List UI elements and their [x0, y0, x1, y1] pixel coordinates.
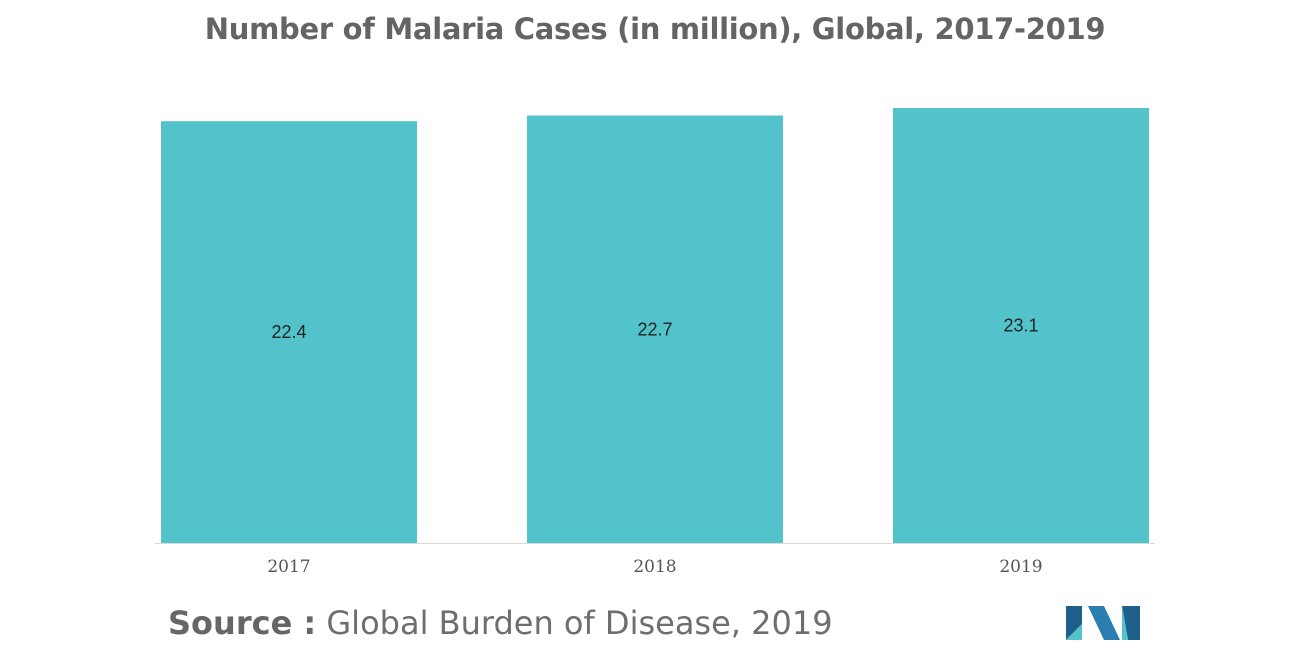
x-tick-label-2019: 2019: [999, 557, 1042, 577]
chart-title: Number of Malaria Cases (in million), Gl…: [204, 12, 1106, 46]
bar-chart: 22.4 22.7 23.1 2017 2018 2019: [155, 108, 1155, 577]
source-text: Global Burden of Disease, 2019: [326, 604, 833, 642]
bars-group: [161, 108, 1149, 543]
bar-2018: [527, 115, 783, 543]
bar-2019: [893, 108, 1149, 543]
data-label-2017: 22.4: [271, 322, 306, 342]
data-label-2019: 23.1: [1003, 316, 1038, 336]
data-labels-group: 22.4 22.7 23.1: [271, 316, 1038, 343]
x-tick-label-2017: 2017: [267, 557, 310, 577]
data-label-2018: 22.7: [637, 319, 672, 339]
source-label: Source :: [168, 604, 317, 642]
logo-left-shape: [1066, 606, 1082, 640]
bar-2017: [161, 121, 417, 543]
logo-middle-shape: [1088, 606, 1120, 640]
logo-left-accent: [1066, 624, 1082, 640]
source-note: Source : Global Burden of Disease, 2019: [168, 604, 833, 642]
brand-logo-icon: [1066, 606, 1140, 640]
x-tick-labels-group: 2017 2018 2019: [267, 557, 1042, 577]
logo-right-accent: [1122, 606, 1128, 640]
x-tick-label-2018: 2018: [633, 557, 676, 577]
